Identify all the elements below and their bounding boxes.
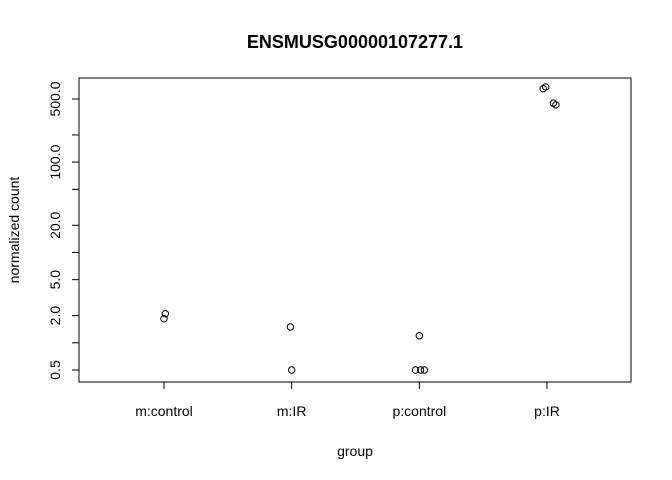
y-tick-label: 0.5 bbox=[47, 360, 63, 380]
x-tick-label: p:control bbox=[392, 403, 446, 419]
y-tick-label: 100.0 bbox=[47, 144, 63, 179]
y-tick-label: 20.0 bbox=[47, 211, 63, 238]
x-tick-label: m:control bbox=[135, 403, 193, 419]
data-point bbox=[160, 315, 168, 323]
data-point bbox=[286, 323, 295, 331]
data-point bbox=[420, 366, 429, 374]
data-point bbox=[411, 366, 420, 374]
y-tick-label: 2.0 bbox=[47, 306, 63, 326]
data-point bbox=[161, 310, 170, 318]
chart-title: ENSMUSG00000107277.1 bbox=[247, 32, 463, 52]
x-axis-label: group bbox=[337, 443, 373, 459]
y-axis: 0.5 2.0 5.0 20.0 100.0 500.0 bbox=[47, 81, 80, 380]
data-point bbox=[416, 366, 425, 374]
plot-frame bbox=[78, 77, 632, 383]
y-axis-label: normalized count bbox=[6, 177, 22, 284]
x-axis: m:control m:IR p:control p:IR bbox=[135, 381, 560, 419]
data-points bbox=[160, 83, 560, 374]
data-point bbox=[415, 332, 423, 340]
y-tick-label: 500.0 bbox=[47, 81, 63, 116]
data-point bbox=[542, 83, 550, 91]
y-tick-label: 5.0 bbox=[47, 270, 63, 290]
data-point bbox=[288, 366, 296, 374]
data-point bbox=[552, 101, 560, 109]
x-tick-label: m:IR bbox=[277, 403, 307, 419]
x-tick-label: p:IR bbox=[534, 403, 560, 419]
